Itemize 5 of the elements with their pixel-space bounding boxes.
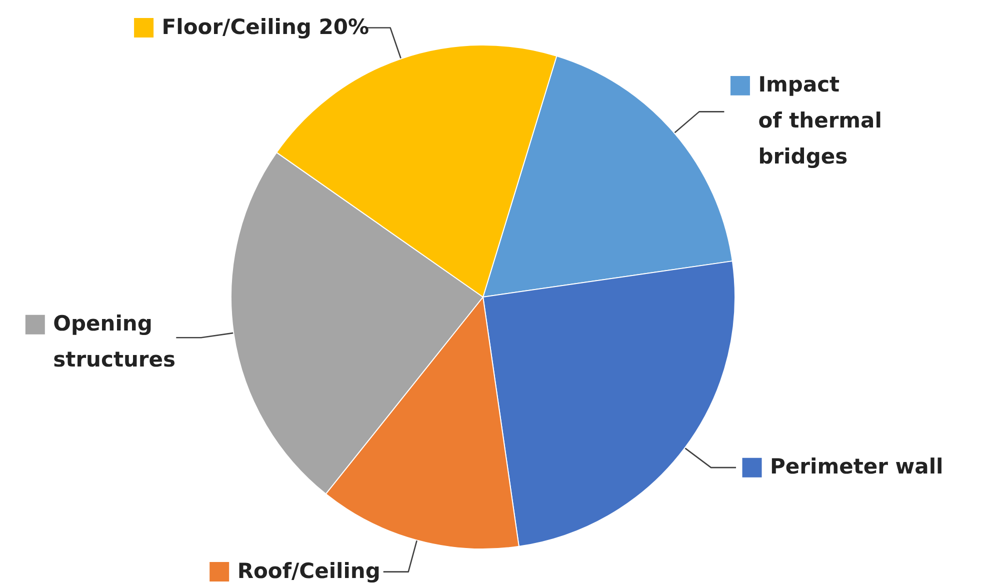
legend-label: Opening structures	[53, 312, 176, 372]
legend-label: Floor/Ceiling 20%	[162, 14, 370, 39]
legend-label: Impact of thermal bridges	[758, 72, 882, 169]
legend-label: Roof/Ceiling	[237, 558, 380, 583]
legend-label: Perimeter wall	[770, 454, 944, 479]
